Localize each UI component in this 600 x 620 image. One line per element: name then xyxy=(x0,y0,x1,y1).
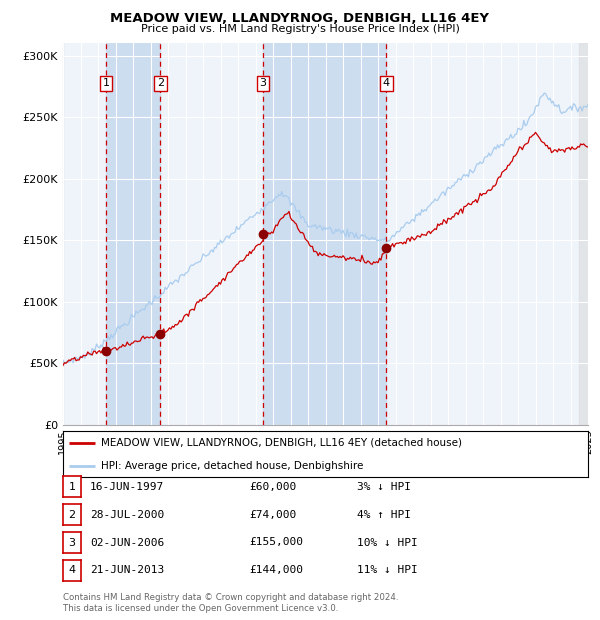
Text: 2: 2 xyxy=(157,79,164,89)
Text: 28-JUL-2000: 28-JUL-2000 xyxy=(90,510,164,520)
Text: HPI: Average price, detached house, Denbighshire: HPI: Average price, detached house, Denb… xyxy=(101,461,363,471)
Text: 4: 4 xyxy=(383,79,390,89)
Text: 2: 2 xyxy=(68,510,76,520)
Text: 4: 4 xyxy=(68,565,76,575)
Text: 21-JUN-2013: 21-JUN-2013 xyxy=(90,565,164,575)
Text: MEADOW VIEW, LLANDYRNOG, DENBIGH, LL16 4EY (detached house): MEADOW VIEW, LLANDYRNOG, DENBIGH, LL16 4… xyxy=(101,438,462,448)
Text: £60,000: £60,000 xyxy=(249,482,296,492)
Text: MEADOW VIEW, LLANDYRNOG, DENBIGH, LL16 4EY: MEADOW VIEW, LLANDYRNOG, DENBIGH, LL16 4… xyxy=(110,12,490,25)
Text: 3: 3 xyxy=(68,538,76,547)
Text: Contains HM Land Registry data © Crown copyright and database right 2024.
This d: Contains HM Land Registry data © Crown c… xyxy=(63,593,398,613)
Text: £74,000: £74,000 xyxy=(249,510,296,520)
Text: 11% ↓ HPI: 11% ↓ HPI xyxy=(357,565,418,575)
Text: £155,000: £155,000 xyxy=(249,538,303,547)
Text: 1: 1 xyxy=(103,79,110,89)
Text: 02-JUN-2006: 02-JUN-2006 xyxy=(90,538,164,547)
Bar xyxy=(106,43,160,425)
Text: 4% ↑ HPI: 4% ↑ HPI xyxy=(357,510,411,520)
Text: 3: 3 xyxy=(259,79,266,89)
Text: 10% ↓ HPI: 10% ↓ HPI xyxy=(357,538,418,547)
Text: 1: 1 xyxy=(68,482,76,492)
Text: Price paid vs. HM Land Registry's House Price Index (HPI): Price paid vs. HM Land Registry's House … xyxy=(140,24,460,33)
Text: 16-JUN-1997: 16-JUN-1997 xyxy=(90,482,164,492)
Text: 3% ↓ HPI: 3% ↓ HPI xyxy=(357,482,411,492)
Bar xyxy=(579,43,588,425)
Text: £144,000: £144,000 xyxy=(249,565,303,575)
Bar xyxy=(263,43,386,425)
